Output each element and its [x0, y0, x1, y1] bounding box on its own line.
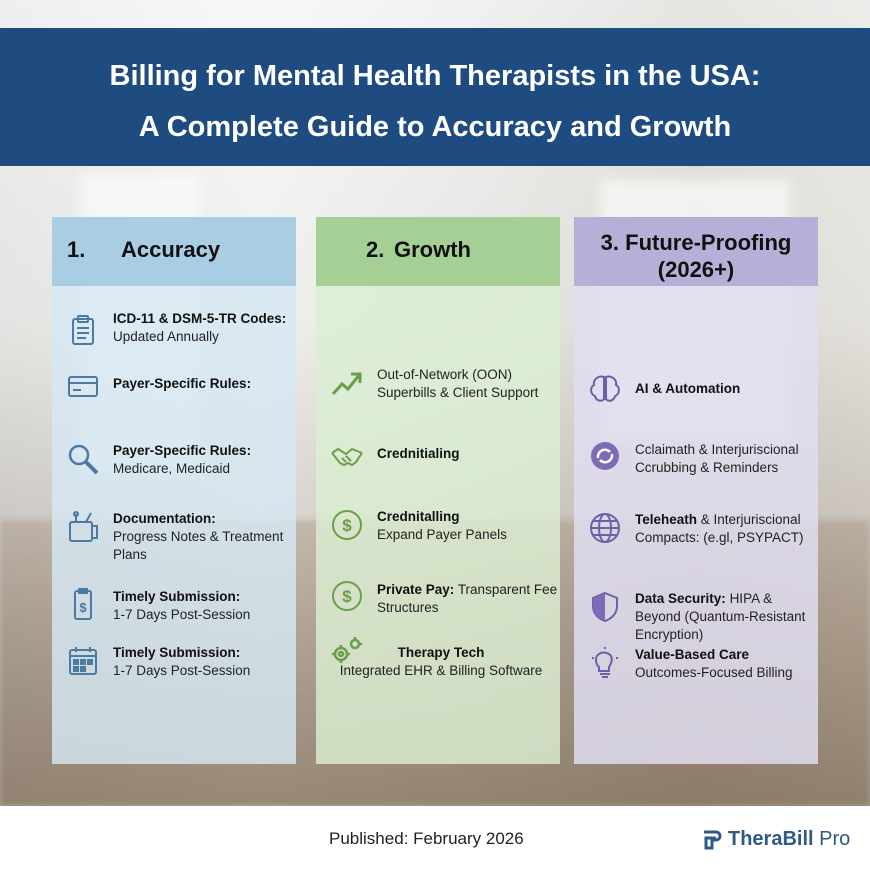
brain-icon	[588, 372, 622, 406]
item-text: Medicare, Medicaid	[113, 461, 231, 476]
column-number: 3.	[600, 230, 620, 255]
column-body: AI & Automation Cclaimath & Interjurisci…	[574, 286, 818, 764]
svg-text:$: $	[342, 587, 352, 606]
column-header: 3. Future-Proofing (2026+)	[574, 217, 818, 286]
svg-text:$: $	[342, 516, 352, 535]
item-bold: Timely Submission:	[113, 645, 241, 660]
item-text: Updated Annually	[113, 329, 219, 344]
item-text: Expand Payer Panels	[377, 527, 507, 542]
clipboard-icon	[66, 314, 100, 348]
credit-card-icon	[66, 369, 100, 403]
column-subtitle: (2026+)	[657, 257, 735, 282]
calendar-icon	[66, 644, 100, 678]
column-accuracy: 1. Accuracy ICD-11 & DSM-5-TR Codes: Upda…	[52, 217, 296, 764]
brand-suffix: Pro	[813, 828, 851, 850]
globe-icon	[588, 511, 622, 545]
footer	[0, 806, 870, 870]
item-text: 1-7 Days Post-Session	[113, 607, 251, 622]
column-growth: 2. Growth Out-of-Network (OON) Superbill…	[316, 217, 560, 764]
magnifier-icon	[66, 442, 100, 476]
item-text: HIPA & Beyond (Quantum-Resistant Encrypt…	[635, 591, 806, 642]
item-bold: Teleheath	[635, 512, 698, 527]
documentation-tools-icon	[66, 510, 100, 544]
invoice-icon: $	[66, 588, 100, 622]
title-line-2: A Complete Guide to Accuracy and Growth	[138, 111, 732, 143]
published-date: Published: February 2026	[329, 829, 524, 848]
title-banner: Billing for Mental Health Therapists in …	[0, 28, 870, 166]
dollar-coin-icon: $	[330, 579, 364, 613]
item-bold: Crednitialing	[377, 446, 460, 461]
brand-logo: TheraBill Pro	[700, 826, 860, 856]
shield-icon	[588, 590, 622, 624]
item-bold: Value-Based Care	[635, 647, 750, 662]
item-text: Transparent Fee Structures	[377, 582, 558, 615]
item-bold: Payer-Specific Rules:	[113, 443, 252, 458]
lightbulb-icon	[588, 646, 622, 680]
trend-up-icon	[330, 366, 364, 400]
item-bold: ICD-11 & DSM-5-TR Codes:	[113, 311, 287, 326]
svg-text:$: $	[79, 600, 87, 615]
column-title: Accuracy	[121, 237, 221, 262]
item-bold: Data Security:	[635, 591, 726, 606]
column-number: 2.	[366, 237, 385, 262]
column-number: 1.	[67, 237, 86, 262]
sync-icon	[588, 439, 622, 473]
item-text: Progress Notes & Treatment Plans	[113, 529, 284, 562]
column-body: ICD-11 & DSM-5-TR Codes: Updated Annually…	[52, 286, 296, 764]
item-bold: Payer-Specific Rules:	[113, 376, 252, 391]
column-future-proofing: 3. Future-Proofing (2026+) AI & Automati…	[574, 217, 818, 764]
brand-name: TheraBill	[728, 828, 814, 850]
column-title: Future-Proofing	[625, 230, 792, 255]
item-text: Out-of-Network (OON) Superbills & Client…	[377, 367, 539, 400]
dollar-coin-icon: $	[330, 508, 364, 542]
item-text: Outcomes-Focused Billing	[635, 665, 793, 680]
title-line-1: Billing for Mental Health Therapists in …	[109, 60, 761, 92]
item-bold: Documentation:	[113, 511, 216, 526]
item-text: & Interjuriscional Compacts: (e.gl, PSYP…	[635, 512, 804, 545]
item-text: 1-7 Days Post-Session	[113, 663, 251, 678]
item-bold: AI & Automation	[635, 381, 741, 396]
item-text: Integrated EHR & Billing Software	[339, 663, 543, 678]
column-header: 1. Accuracy	[52, 217, 296, 286]
item-bold: Private Pay:	[377, 582, 455, 597]
column-body: Out-of-Network (OON) Superbills & Client…	[316, 286, 560, 764]
item-text: Cclaimath & Interjuriscional Ccrubbing &…	[635, 442, 799, 475]
handshake-icon	[330, 439, 364, 473]
column-title: Growth	[394, 237, 471, 262]
item-bold: Therapy Tech	[397, 645, 485, 660]
item-bold: Timely Submission:	[113, 589, 241, 604]
brand-logo-icon	[704, 830, 722, 850]
item-bold: Crednitalling	[377, 509, 460, 524]
gears-icon	[330, 634, 364, 668]
column-header: 2. Growth	[316, 217, 560, 286]
